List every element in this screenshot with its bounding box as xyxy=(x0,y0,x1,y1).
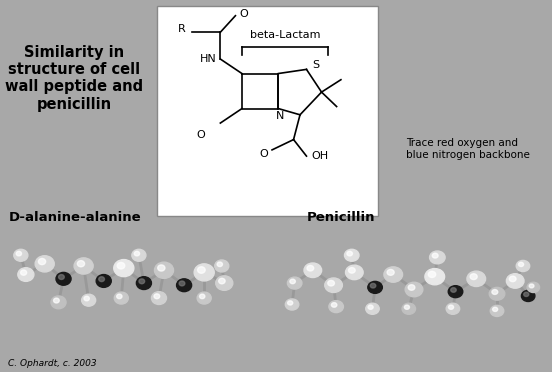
Circle shape xyxy=(154,294,160,299)
Circle shape xyxy=(177,279,192,292)
Circle shape xyxy=(384,267,402,282)
Circle shape xyxy=(288,277,302,289)
Circle shape xyxy=(489,287,505,300)
Circle shape xyxy=(387,269,394,275)
Circle shape xyxy=(59,275,64,279)
Circle shape xyxy=(290,279,295,284)
Text: Trace red oxygen and
blue nitrogen backbone: Trace red oxygen and blue nitrogen backb… xyxy=(406,138,529,160)
Circle shape xyxy=(117,263,125,269)
Text: C. Ophardt, c. 2003: C. Ophardt, c. 2003 xyxy=(8,359,97,368)
Circle shape xyxy=(216,276,233,291)
Circle shape xyxy=(56,272,71,285)
Circle shape xyxy=(39,259,46,264)
Circle shape xyxy=(54,298,59,303)
Circle shape xyxy=(99,277,104,282)
Text: O: O xyxy=(259,149,268,159)
Circle shape xyxy=(16,251,22,256)
Circle shape xyxy=(194,264,214,281)
Text: O: O xyxy=(240,9,248,19)
Circle shape xyxy=(288,301,293,305)
Text: R: R xyxy=(178,24,186,34)
Text: Similarity in
structure of cell
wall peptide and
penicillin: Similarity in structure of cell wall pep… xyxy=(6,45,144,112)
Circle shape xyxy=(509,276,516,282)
Circle shape xyxy=(84,296,89,301)
Circle shape xyxy=(307,266,314,271)
Circle shape xyxy=(348,267,355,273)
Circle shape xyxy=(18,268,34,281)
Circle shape xyxy=(114,260,134,277)
Circle shape xyxy=(529,284,534,288)
Circle shape xyxy=(217,262,222,267)
Circle shape xyxy=(96,275,112,288)
Circle shape xyxy=(344,249,359,261)
Text: beta-Lactam: beta-Lactam xyxy=(250,31,320,41)
Circle shape xyxy=(429,251,445,264)
Circle shape xyxy=(516,260,530,272)
Circle shape xyxy=(198,267,205,273)
Circle shape xyxy=(132,249,146,261)
Circle shape xyxy=(366,303,379,314)
Circle shape xyxy=(467,271,486,286)
Circle shape xyxy=(405,282,423,297)
Circle shape xyxy=(428,271,436,278)
Circle shape xyxy=(197,292,211,304)
Text: N: N xyxy=(276,111,284,121)
Circle shape xyxy=(158,265,165,271)
Circle shape xyxy=(74,258,93,274)
Circle shape xyxy=(368,281,383,294)
Circle shape xyxy=(136,277,151,289)
Circle shape xyxy=(215,260,229,272)
Circle shape xyxy=(448,286,463,298)
Circle shape xyxy=(51,296,66,309)
Circle shape xyxy=(77,261,84,267)
Circle shape xyxy=(506,274,524,288)
Text: Penicillin: Penicillin xyxy=(306,211,375,224)
Circle shape xyxy=(328,280,335,286)
Circle shape xyxy=(432,253,438,258)
Circle shape xyxy=(402,303,416,314)
Circle shape xyxy=(151,292,167,304)
Circle shape xyxy=(370,283,376,288)
Circle shape xyxy=(219,278,225,284)
Circle shape xyxy=(14,249,28,261)
Circle shape xyxy=(522,291,535,301)
Bar xyxy=(157,6,378,216)
Circle shape xyxy=(518,262,524,266)
Circle shape xyxy=(20,270,26,275)
Circle shape xyxy=(446,303,460,314)
Text: OH: OH xyxy=(312,151,329,161)
Circle shape xyxy=(82,294,95,306)
Circle shape xyxy=(155,262,173,278)
Circle shape xyxy=(492,289,498,294)
Circle shape xyxy=(199,294,205,299)
Circle shape xyxy=(368,305,373,309)
Circle shape xyxy=(470,274,477,280)
Circle shape xyxy=(116,294,122,299)
Text: O: O xyxy=(197,131,205,141)
Circle shape xyxy=(448,305,454,309)
Circle shape xyxy=(527,282,539,292)
Circle shape xyxy=(114,292,128,304)
Circle shape xyxy=(405,305,410,309)
Circle shape xyxy=(451,288,457,292)
Circle shape xyxy=(285,299,299,310)
Text: HN: HN xyxy=(200,54,217,64)
Circle shape xyxy=(179,281,185,286)
Circle shape xyxy=(408,285,415,290)
Circle shape xyxy=(331,303,337,307)
Circle shape xyxy=(490,305,504,317)
Circle shape xyxy=(346,265,363,280)
Circle shape xyxy=(492,307,498,311)
Circle shape xyxy=(139,279,145,284)
Circle shape xyxy=(347,251,353,256)
Text: S: S xyxy=(312,60,319,70)
Text: D-alanine-alanine: D-alanine-alanine xyxy=(8,211,141,224)
Circle shape xyxy=(329,301,343,312)
Circle shape xyxy=(325,278,342,292)
Circle shape xyxy=(425,269,444,285)
Circle shape xyxy=(134,251,140,256)
Circle shape xyxy=(524,292,529,296)
Circle shape xyxy=(35,256,54,272)
Circle shape xyxy=(304,263,322,278)
